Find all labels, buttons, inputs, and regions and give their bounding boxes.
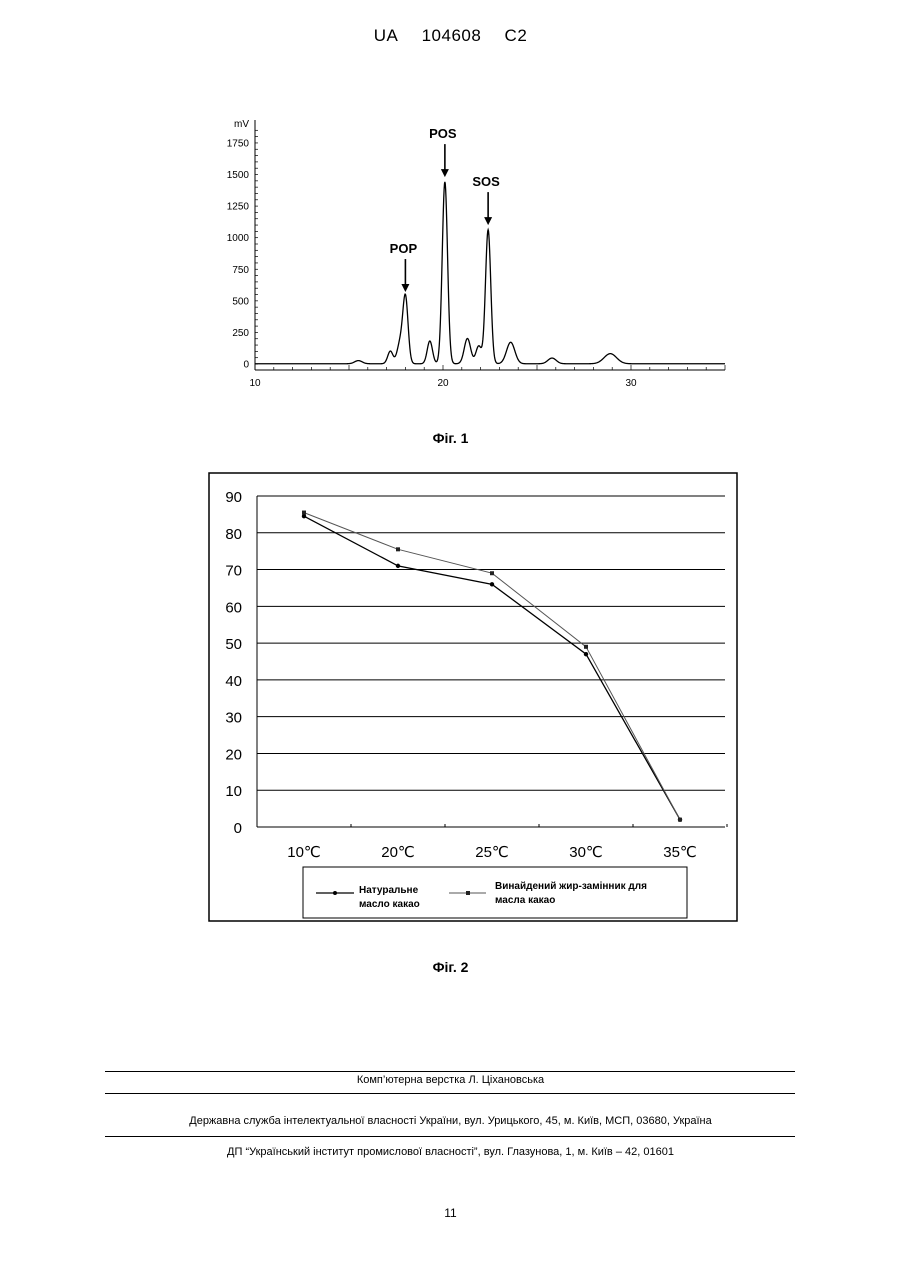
header-number: 104608 — [422, 26, 482, 45]
footer-typesetting: Комп’ютерна верстка Л. Ціхановська — [0, 1074, 901, 1086]
footer-rule-bottom — [105, 1136, 795, 1137]
fig2-y-tick-label: 0 — [234, 820, 242, 837]
fig1-peak-arrow-head — [441, 169, 449, 177]
fig2-caption: Фіг. 2 — [0, 959, 901, 975]
fig2-x-tick-label: 20℃ — [381, 844, 415, 861]
fig2-series-1-point — [584, 652, 588, 656]
fig2-legend-label-2a: Винайдений жир-замінник для — [495, 881, 647, 892]
fig2-legend-label-1a: Натуральне — [359, 885, 419, 896]
fig2-y-tick-label: 70 — [225, 563, 242, 580]
fig1-x-tick-label: 30 — [625, 378, 637, 389]
fig1-peak-label-pop: POP — [390, 241, 418, 256]
fig2-x-tick-label: 30℃ — [569, 844, 603, 861]
fig2-series-2-point — [584, 645, 588, 649]
fig1-y-unit-label: mV — [234, 119, 249, 130]
fig2-y-tick-label: 50 — [225, 636, 242, 653]
fig2-series-2-point — [302, 511, 306, 515]
fig2-x-tick-label: 35℃ — [663, 844, 697, 861]
fig2-y-tick-label: 10 — [225, 783, 242, 800]
fig2-y-tick-label: 90 — [225, 489, 242, 506]
fig2-legend-marker-1 — [333, 891, 337, 895]
fig2-legend-label-1b: масло какао — [359, 899, 420, 910]
fig2-y-tick-label: 30 — [225, 710, 242, 727]
fig1-y-tick-label: 1750 — [227, 138, 250, 149]
fig1-x-tick-label: 10 — [249, 378, 261, 389]
fig1-y-tick-label: 1500 — [227, 170, 250, 181]
fig2-x-tick-label: 10℃ — [287, 844, 321, 861]
fig2-series-1-point — [396, 564, 400, 568]
fig1-y-tick-label: 500 — [232, 296, 249, 307]
fig1-peak-label-pos: POS — [429, 126, 457, 141]
fig1-y-tick-label: 1000 — [227, 233, 250, 244]
footer-rule-middle — [105, 1093, 795, 1094]
fig2-x-tick-label: 25℃ — [475, 844, 509, 861]
fig2-y-tick-label: 60 — [225, 599, 242, 616]
fig2-series-1-point — [490, 582, 494, 586]
fig2-y-tick-label: 40 — [225, 673, 242, 690]
fig1-caption: Фіг. 1 — [0, 430, 901, 446]
header-kind: C2 — [505, 26, 528, 45]
fig1-signal-trace — [255, 182, 725, 364]
fig2-series-2-point — [490, 571, 494, 575]
page-number: 11 — [0, 1206, 901, 1220]
fig2-y-tick-label: 80 — [225, 526, 242, 543]
fig2-series-2-point — [396, 547, 400, 551]
fig2-y-tick-label: 20 — [225, 746, 242, 763]
fig1-peak-label-sos: SOS — [472, 174, 500, 189]
fig2-legend-label-2b: масла какао — [495, 895, 555, 906]
footer-institute: ДП “Український інститут промислової вла… — [0, 1146, 901, 1158]
fig1-peak-arrow-head — [484, 217, 492, 225]
fig2-line-chart: 0 10 20 30 40 50 60 70 80 90 10℃ 20℃ 25℃ 30℃ 35℃ Натура… — [206, 470, 740, 924]
footer-agency: Державна служба інтелектуальної власност… — [0, 1115, 901, 1127]
fig1-peak-arrow-head — [401, 284, 409, 292]
header-country: UA — [374, 26, 399, 45]
fig1-x-tick-label: 20 — [437, 378, 449, 389]
fig1-chromatogram: 0 250 500 750 1000 1250 1500 1750 mV 10 20 30 POP POS… — [205, 110, 745, 400]
fig1-y-tick-label: 750 — [232, 265, 249, 276]
document-header: UA 104608 C2 — [0, 26, 901, 46]
fig2-series-1-point — [302, 514, 306, 518]
fig2-legend-marker-2 — [466, 891, 470, 895]
fig1-y-tick-label: 1250 — [227, 202, 250, 213]
fig2-series-2-point — [678, 818, 682, 822]
footer-rule-top — [105, 1071, 795, 1072]
fig1-y-tick-label: 250 — [232, 328, 249, 339]
fig1-y-tick-label: 0 — [243, 360, 249, 371]
